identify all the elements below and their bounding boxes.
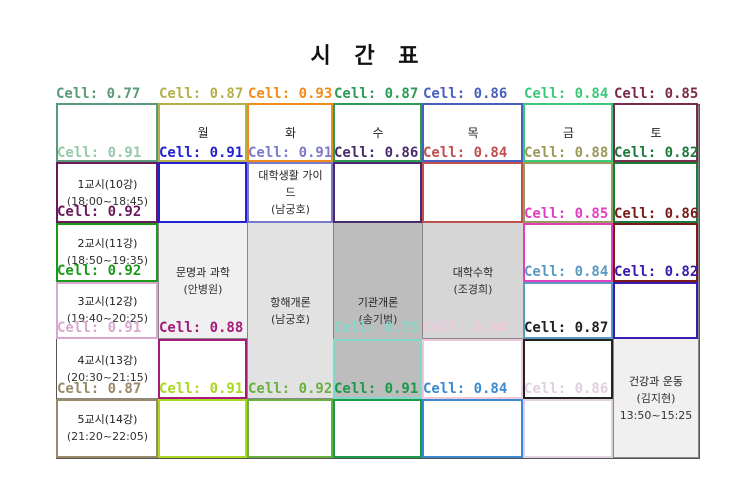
empty-cell xyxy=(524,339,614,399)
period-time: (18:50~19:35) xyxy=(66,254,149,267)
course-math: 대학수학 (조경희) xyxy=(423,223,524,339)
course-name: 건강과 운동 xyxy=(628,374,684,388)
period-name: 5교시(14강) xyxy=(77,413,138,426)
course-prof: (송기범) xyxy=(358,312,398,326)
period-name: 4교시(13강) xyxy=(77,353,138,367)
course-prof: (김지현) xyxy=(636,391,676,405)
detection-label: Cell: 0.84 xyxy=(524,86,609,102)
period-4: 4교시(13강) (20:30~21:15) xyxy=(57,339,159,399)
header-tue: 화 xyxy=(248,105,334,163)
empty-cell xyxy=(423,339,524,399)
period-name: 2교시(11강) xyxy=(77,237,138,250)
empty-cell xyxy=(159,399,248,458)
empty-cell xyxy=(614,163,699,223)
empty-cell xyxy=(524,399,614,458)
detection-label: Cell: 0.77 xyxy=(56,86,141,102)
course-name: 대학수학 xyxy=(452,265,494,279)
course-prof: (남궁호) xyxy=(271,312,310,326)
course-engine: 기관개론 (송기범) xyxy=(334,223,423,399)
course-prof: (남궁호) xyxy=(271,203,310,216)
course-name: 기관개론 xyxy=(357,295,399,309)
header-fri: 금 xyxy=(524,105,614,163)
empty-cell xyxy=(159,163,248,223)
header-thu: 목 xyxy=(423,105,524,163)
course-guide: 대학생활 가이드 (남궁호) xyxy=(248,163,334,223)
course-prof: (안병원) xyxy=(183,282,223,296)
period-time: (21:20~22:05) xyxy=(66,430,149,443)
empty-cell xyxy=(524,163,614,223)
course-science: 문명과 과학 (안병원) xyxy=(159,223,248,339)
empty-cell xyxy=(614,282,699,339)
course-name: 항해개론 xyxy=(270,295,311,309)
empty-cell xyxy=(334,399,423,458)
empty-cell xyxy=(159,339,248,399)
course-prof: (조경희) xyxy=(453,282,493,296)
timetable: 월 화 수 목 금 토 1교시(10강) (18:00~18:45) 2교시(1… xyxy=(56,104,700,459)
period-2: 2교시(11강) (18:50~19:35) xyxy=(57,223,159,282)
empty-cell xyxy=(524,223,614,282)
period-name: 1교시(10강) xyxy=(77,177,138,191)
course-navigation: 항해개론 (남궁호) xyxy=(248,223,334,399)
empty-cell xyxy=(248,399,334,458)
course-name: 대학생활 가이드 xyxy=(258,169,323,199)
header-corner xyxy=(57,105,159,163)
page-title: 시 간 표 xyxy=(310,44,427,69)
period-3: 3교시(12강) (19:40~20:25) xyxy=(57,282,159,339)
header-mon: 월 xyxy=(159,105,248,163)
empty-cell xyxy=(423,399,524,458)
period-1: 1교시(10강) (18:00~18:45) xyxy=(57,163,159,223)
period-name: 3교시(12강) xyxy=(77,295,138,308)
period-time: (19:40~20:25) xyxy=(66,312,149,325)
course-name: 문명과 과학 xyxy=(175,265,231,279)
empty-cell xyxy=(614,223,699,282)
detection-label: Cell: 0.87 xyxy=(159,86,244,102)
detection-label: Cell: 0.87 xyxy=(334,86,419,102)
header-wed: 수 xyxy=(334,105,423,163)
course-time: 13:50~15:25 xyxy=(619,408,693,422)
empty-cell xyxy=(423,163,524,223)
period-time: (18:00~18:45) xyxy=(66,194,149,208)
period-time: (20:30~21:15) xyxy=(66,370,149,384)
header-sat: 토 xyxy=(614,105,699,163)
period-5: 5교시(14강) (21:20~22:05) xyxy=(57,399,159,458)
detection-label: Cell: 0.86 xyxy=(423,86,508,102)
detection-label: Cell: 0.93 xyxy=(248,86,333,102)
detection-label: Cell: 0.85 xyxy=(614,86,699,102)
course-health: 건강과 운동 (김지현) 13:50~15:25 xyxy=(614,339,699,458)
empty-cell xyxy=(524,282,614,339)
empty-cell xyxy=(334,163,423,223)
